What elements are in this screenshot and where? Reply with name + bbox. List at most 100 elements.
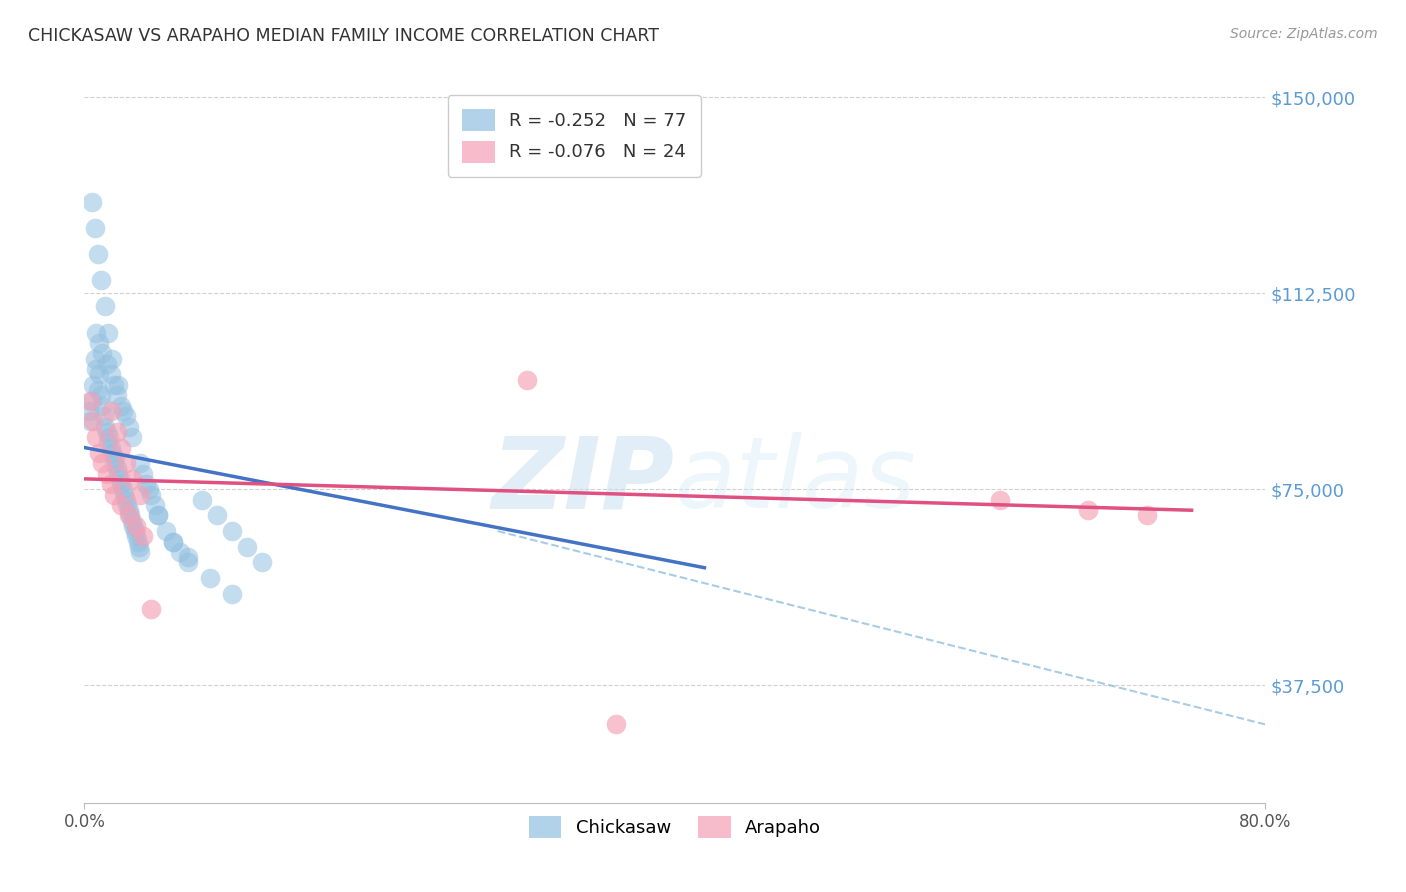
Point bbox=[100, 441, 122, 455]
Point bbox=[177, 556, 200, 570]
Point bbox=[110, 498, 132, 512]
Point bbox=[250, 556, 273, 570]
Point bbox=[112, 487, 135, 501]
Point bbox=[110, 477, 132, 491]
Point bbox=[139, 487, 162, 501]
Point bbox=[77, 404, 100, 418]
Point bbox=[988, 492, 1011, 507]
Text: ZIP: ZIP bbox=[492, 433, 675, 530]
Point bbox=[100, 368, 122, 382]
Point bbox=[118, 508, 141, 523]
Point bbox=[114, 409, 136, 424]
Point bbox=[121, 472, 143, 486]
Point bbox=[135, 477, 157, 491]
Point bbox=[221, 524, 243, 538]
Point bbox=[121, 514, 143, 528]
Point bbox=[100, 404, 122, 418]
Point bbox=[91, 346, 114, 360]
Point bbox=[101, 446, 124, 460]
Point bbox=[105, 425, 128, 439]
Point bbox=[103, 377, 125, 392]
Point bbox=[96, 425, 118, 439]
Point bbox=[97, 326, 120, 340]
Point bbox=[125, 529, 148, 543]
Point bbox=[114, 456, 136, 470]
Point bbox=[83, 351, 105, 366]
Point bbox=[82, 377, 104, 392]
Point bbox=[80, 194, 103, 209]
Point bbox=[90, 388, 112, 402]
Text: CHICKASAW VS ARAPAHO MEDIAN FAMILY INCOME CORRELATION CHART: CHICKASAW VS ARAPAHO MEDIAN FAMILY INCOM… bbox=[28, 27, 659, 45]
Point bbox=[94, 300, 117, 314]
Point bbox=[138, 483, 160, 497]
Point bbox=[177, 550, 200, 565]
Point bbox=[111, 483, 134, 497]
Point bbox=[207, 508, 229, 523]
Point bbox=[110, 399, 132, 413]
Point bbox=[118, 419, 141, 434]
Point bbox=[107, 377, 129, 392]
Point bbox=[86, 247, 108, 261]
Point bbox=[79, 414, 101, 428]
Point bbox=[91, 456, 114, 470]
Point bbox=[132, 467, 155, 481]
Point bbox=[79, 393, 101, 408]
Point bbox=[97, 435, 120, 450]
Point bbox=[107, 467, 129, 481]
Point bbox=[148, 508, 170, 523]
Point bbox=[91, 399, 114, 413]
Point bbox=[114, 492, 136, 507]
Point bbox=[84, 362, 107, 376]
Point bbox=[82, 414, 104, 428]
Point bbox=[108, 472, 131, 486]
Point bbox=[128, 540, 150, 554]
Point bbox=[121, 430, 143, 444]
Point bbox=[101, 351, 124, 366]
Point bbox=[129, 545, 152, 559]
Point bbox=[129, 487, 152, 501]
Point bbox=[110, 441, 132, 455]
Point bbox=[139, 602, 162, 616]
Point bbox=[87, 446, 111, 460]
Point bbox=[86, 383, 108, 397]
Legend: Chickasaw, Arapaho: Chickasaw, Arapaho bbox=[522, 808, 828, 845]
Point bbox=[221, 587, 243, 601]
Point bbox=[169, 545, 191, 559]
Point bbox=[236, 540, 259, 554]
Point bbox=[120, 508, 142, 523]
Point bbox=[83, 221, 105, 235]
Point bbox=[516, 373, 538, 387]
Point bbox=[103, 487, 125, 501]
Point bbox=[1136, 508, 1159, 523]
Point bbox=[84, 326, 107, 340]
Point bbox=[87, 368, 111, 382]
Point bbox=[198, 571, 221, 585]
Point bbox=[129, 456, 152, 470]
Point bbox=[132, 529, 155, 543]
Point bbox=[93, 409, 115, 424]
Point bbox=[118, 503, 141, 517]
Point bbox=[148, 508, 170, 523]
Text: Source: ZipAtlas.com: Source: ZipAtlas.com bbox=[1230, 27, 1378, 41]
Point bbox=[143, 498, 166, 512]
Point bbox=[191, 492, 214, 507]
Point bbox=[100, 477, 122, 491]
Point bbox=[84, 430, 107, 444]
Point bbox=[98, 430, 121, 444]
Point bbox=[103, 456, 125, 470]
Point bbox=[122, 519, 145, 533]
Point bbox=[124, 524, 146, 538]
Point bbox=[96, 467, 118, 481]
Point bbox=[90, 273, 112, 287]
Point bbox=[80, 393, 103, 408]
Point bbox=[605, 717, 627, 731]
Point bbox=[105, 461, 128, 475]
Point bbox=[155, 524, 177, 538]
Point bbox=[127, 534, 149, 549]
Point bbox=[125, 519, 148, 533]
Text: atlas: atlas bbox=[675, 433, 917, 530]
Point bbox=[104, 450, 127, 465]
Point bbox=[162, 534, 184, 549]
Point bbox=[111, 404, 134, 418]
Point bbox=[162, 534, 184, 549]
